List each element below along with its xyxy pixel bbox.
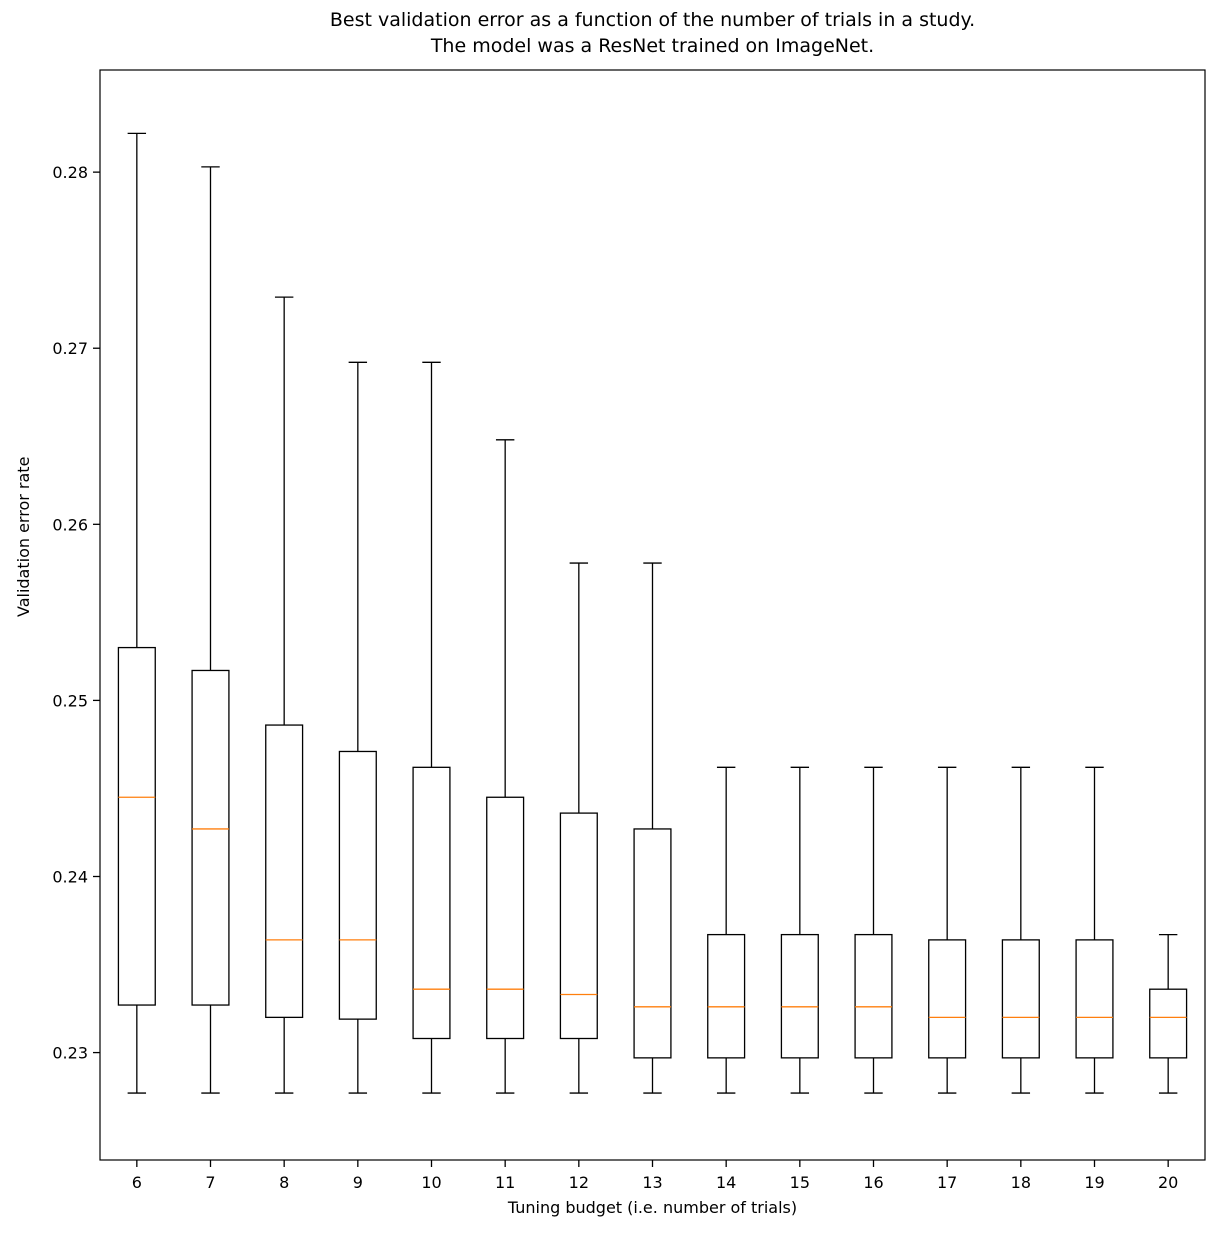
x-tick-label: 18	[1011, 1173, 1031, 1192]
y-tick-label: 0.25	[52, 691, 88, 710]
y-tick-label: 0.28	[52, 163, 88, 182]
y-tick-label: 0.23	[52, 1044, 88, 1063]
chart-title: Best validation error as a function of t…	[100, 8, 1205, 59]
x-tick-label: 8	[279, 1173, 289, 1192]
x-tick-label: 19	[1084, 1173, 1104, 1192]
box	[191, 669, 230, 1006]
box	[1149, 988, 1188, 1059]
x-tick-label: 13	[642, 1173, 662, 1192]
box	[1075, 939, 1114, 1059]
box	[633, 828, 672, 1059]
x-tick-label: 9	[353, 1173, 363, 1192]
x-axis-label: Tuning budget (i.e. number of trials)	[507, 1198, 798, 1217]
box	[559, 812, 598, 1040]
y-tick-label: 0.24	[52, 867, 88, 886]
x-tick-label: 7	[205, 1173, 215, 1192]
box	[486, 796, 525, 1040]
box	[1001, 939, 1040, 1059]
x-tick-label: 12	[569, 1173, 589, 1192]
box	[854, 933, 893, 1059]
x-tick-label: 14	[716, 1173, 736, 1192]
box	[780, 933, 819, 1059]
x-tick-label: 15	[790, 1173, 810, 1192]
box	[707, 933, 746, 1059]
y-tick-label: 0.26	[52, 515, 88, 534]
x-tick-label: 11	[495, 1173, 515, 1192]
chart-title-line1: Best validation error as a function of t…	[329, 9, 976, 31]
x-tick-label: 10	[421, 1173, 441, 1192]
box	[265, 724, 304, 1019]
x-tick-label: 16	[863, 1173, 883, 1192]
x-tick-label: 17	[937, 1173, 957, 1192]
x-tick-label: 20	[1158, 1173, 1178, 1192]
y-tick-label: 0.27	[52, 339, 88, 358]
box	[928, 939, 967, 1059]
box	[412, 766, 451, 1040]
chart-title-line2: The model was a ResNet trained on ImageN…	[430, 34, 875, 57]
box	[338, 750, 377, 1020]
box	[117, 646, 156, 1006]
x-tick-label: 6	[132, 1173, 142, 1192]
